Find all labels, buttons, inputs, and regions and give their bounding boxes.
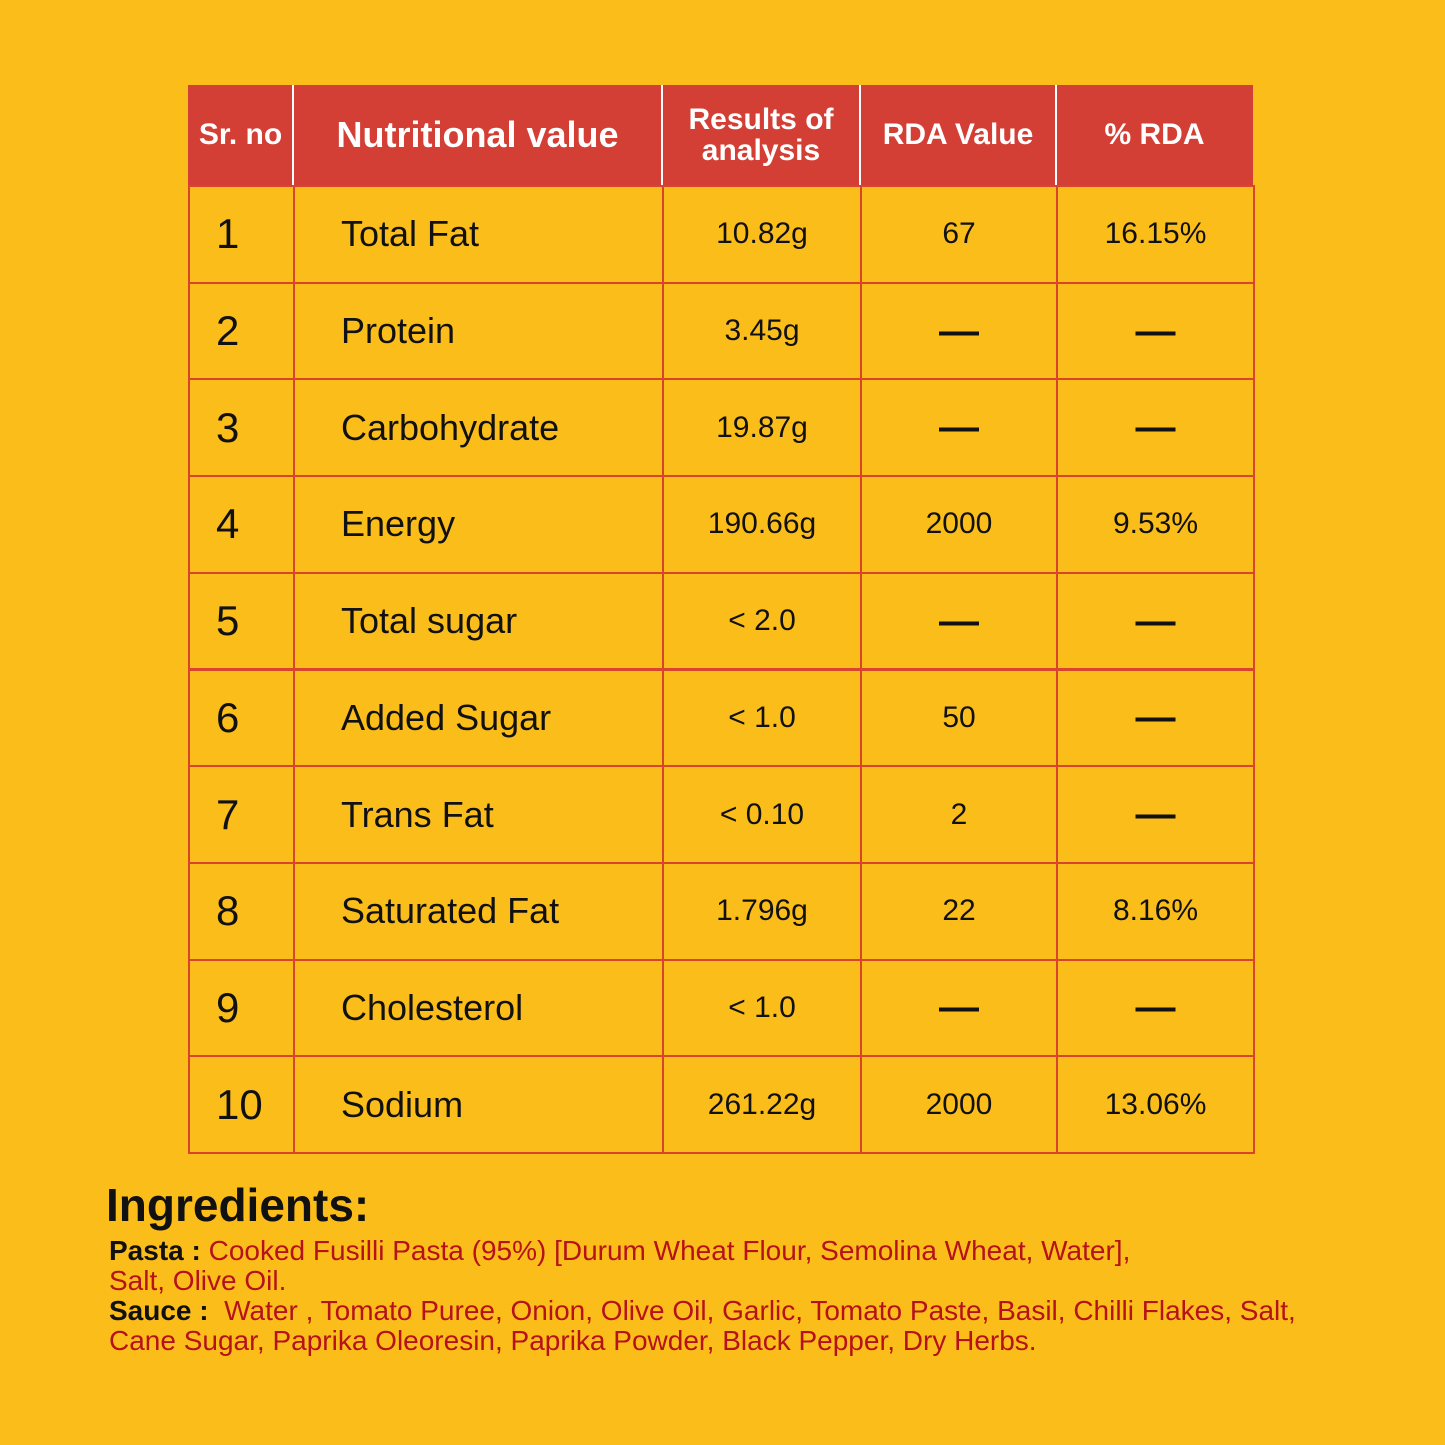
nutrient-name: Carbohydrate	[293, 378, 664, 478]
header-cell: Nutritional value	[293, 85, 662, 185]
value-cell: 10.82g	[662, 185, 862, 284]
ingredient-text: Cane Sugar, Paprika Oleoresin, Paprika P…	[109, 1325, 1037, 1356]
row-number: 1	[188, 185, 295, 284]
value-cell: 261.22g	[662, 1055, 862, 1154]
value-cell: 190.66g	[662, 475, 862, 574]
nutrient-name: Added Sugar	[293, 668, 664, 768]
value-cell: 1.796g	[662, 861, 862, 961]
value-cell: —	[860, 958, 1058, 1058]
nutrient-name: Protein	[293, 281, 664, 381]
value-cell: 16.15%	[1056, 185, 1255, 284]
header-cell: % RDA	[1056, 85, 1253, 185]
value-cell: 19.87g	[662, 378, 862, 478]
value-cell: —	[1056, 765, 1255, 864]
value-cell: < 2.0	[662, 571, 862, 671]
value-cell: —	[1056, 571, 1255, 671]
value-cell: 2	[860, 765, 1058, 864]
value-cell: —	[860, 378, 1058, 478]
header-cell: Sr. no	[188, 85, 293, 185]
ingredient-text: Cooked Fusilli Pasta (95%) [Durum Wheat …	[208, 1235, 1131, 1266]
header-cell: Results of analysis	[662, 85, 860, 185]
row-number: 10	[188, 1055, 295, 1154]
header-separator	[1055, 85, 1057, 185]
nutrient-name: Cholesterol	[293, 958, 664, 1058]
ingredient-text: Salt, Olive Oil.	[109, 1265, 287, 1296]
value-cell: —	[1056, 281, 1255, 381]
value-cell: 2000	[860, 1055, 1058, 1154]
value-cell: —	[1056, 378, 1255, 478]
value-cell: —	[860, 281, 1058, 381]
nutrient-name: Sodium	[293, 1055, 664, 1154]
value-cell: —	[1056, 958, 1255, 1058]
value-cell: 50	[860, 668, 1058, 768]
row-number: 8	[188, 861, 295, 961]
value-cell: < 1.0	[662, 958, 862, 1058]
ingredient-line: Cane Sugar, Paprika Oleoresin, Paprika P…	[109, 1326, 1296, 1356]
row-number: 5	[188, 571, 295, 671]
value-cell: 9.53%	[1056, 475, 1255, 574]
value-cell: 3.45g	[662, 281, 862, 381]
nutrient-name: Total sugar	[293, 571, 664, 671]
value-cell: < 0.10	[662, 765, 862, 864]
nutrient-name: Total Fat	[293, 185, 664, 284]
ingredients-title: Ingredients:	[106, 1179, 370, 1231]
row-number: 9	[188, 958, 295, 1058]
nutrient-name: Trans Fat	[293, 765, 664, 864]
value-cell: 67	[860, 185, 1058, 284]
row-number: 6	[188, 668, 295, 768]
value-cell: —	[860, 571, 1058, 671]
header-separator	[661, 85, 663, 185]
header-separator	[859, 85, 861, 185]
value-cell: —	[1056, 668, 1255, 768]
nutrient-name: Saturated Fat	[293, 861, 664, 961]
ingredients: Ingredients: Pasta : Cooked Fusilli Past…	[106, 1178, 1296, 1356]
row-number: 2	[188, 281, 295, 381]
ingredient-label: Sauce :	[109, 1295, 209, 1326]
ingredient-line: Sauce : Water , Tomato Puree, Onion, Oli…	[109, 1296, 1296, 1326]
ingredient-line: Pasta : Cooked Fusilli Pasta (95%) [Duru…	[109, 1236, 1296, 1266]
ingredient-text: Water , Tomato Puree, Onion, Olive Oil, …	[224, 1295, 1296, 1326]
value-cell: 2000	[860, 475, 1058, 574]
row-number: 4	[188, 475, 295, 574]
row-number: 3	[188, 378, 295, 478]
header-separator	[292, 85, 294, 185]
header-cell: RDA Value	[860, 85, 1056, 185]
value-cell: 22	[860, 861, 1058, 961]
value-cell: 13.06%	[1056, 1055, 1255, 1154]
value-cell: 8.16%	[1056, 861, 1255, 961]
ingredient-line: Salt, Olive Oil.	[109, 1266, 1296, 1296]
value-cell: < 1.0	[662, 668, 862, 768]
nutrient-name: Energy	[293, 475, 664, 574]
ingredient-label: Pasta :	[109, 1235, 201, 1266]
row-number: 7	[188, 765, 295, 864]
